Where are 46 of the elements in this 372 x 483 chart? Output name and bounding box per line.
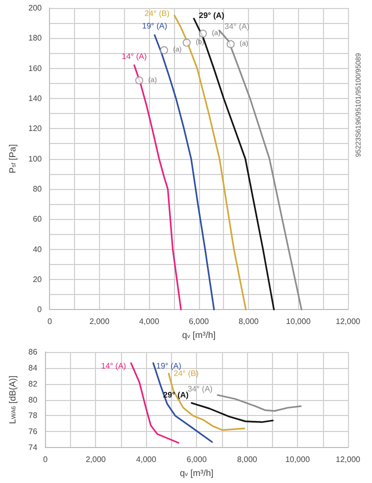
x-tick-label: 6,000 xyxy=(188,317,210,326)
y-tick-label: 80 xyxy=(32,184,42,194)
y-tick-label: 86 xyxy=(28,348,38,356)
y-tick-label: 60 xyxy=(32,214,42,224)
series-label: 14° (A) xyxy=(122,52,148,61)
y-tick-label: 100 xyxy=(28,154,42,164)
series-label: 14° (A) xyxy=(101,362,126,371)
y-tick-label: 82 xyxy=(28,379,38,388)
line-series xyxy=(133,64,182,310)
y-tick-label: 40 xyxy=(32,244,42,254)
y-tick-label: 180 xyxy=(28,34,42,43)
x-tick-label: 8,000 xyxy=(238,317,260,326)
y-tick-label: 120 xyxy=(28,124,42,134)
y-tick-label: 20 xyxy=(32,274,42,284)
x-tick-label: 0 xyxy=(48,317,53,326)
series-label: 34° (A) xyxy=(224,22,250,32)
series-label: 19° (A) xyxy=(156,362,182,371)
x-tick-label: 4,000 xyxy=(136,455,157,464)
x-tick-label: 12,000 xyxy=(336,317,361,326)
line-series xyxy=(152,362,213,443)
x-tick-label: 12,000 xyxy=(336,455,361,464)
x-tick-label: 4,000 xyxy=(139,317,160,326)
x-tick-label: 6,000 xyxy=(186,455,208,464)
y-tick-label: 78 xyxy=(28,411,38,420)
line-series xyxy=(216,394,302,412)
series-label: 24° (B) xyxy=(174,369,199,378)
series-label: 29° (A) xyxy=(198,11,225,20)
y-tick-label: 0 xyxy=(37,305,42,314)
y-tick-label: 74 xyxy=(28,443,38,452)
series-label: 24° (B) xyxy=(144,9,170,18)
x-tick-label: 10,000 xyxy=(285,455,310,464)
series-label: 34° (A) xyxy=(188,384,213,394)
y-tick-label: 76 xyxy=(28,427,38,436)
x-tick-label: 10,000 xyxy=(286,317,312,326)
series-label: 19° (A) xyxy=(142,22,168,31)
x-tick-label: 2,000 xyxy=(86,455,106,464)
x-tick-label: 8,000 xyxy=(237,455,258,464)
x-tick-label: 0 xyxy=(43,455,48,464)
x-tick-label: 2,000 xyxy=(89,317,110,326)
y-tick-label: 80 xyxy=(28,395,38,404)
line-series xyxy=(190,402,274,423)
line-series xyxy=(218,30,302,310)
y-tick-label: 160 xyxy=(28,64,42,73)
y-tick-label: 200 xyxy=(28,4,42,12)
y-tick-label: 84 xyxy=(28,363,38,372)
y-tick-label: 140 xyxy=(28,94,42,103)
